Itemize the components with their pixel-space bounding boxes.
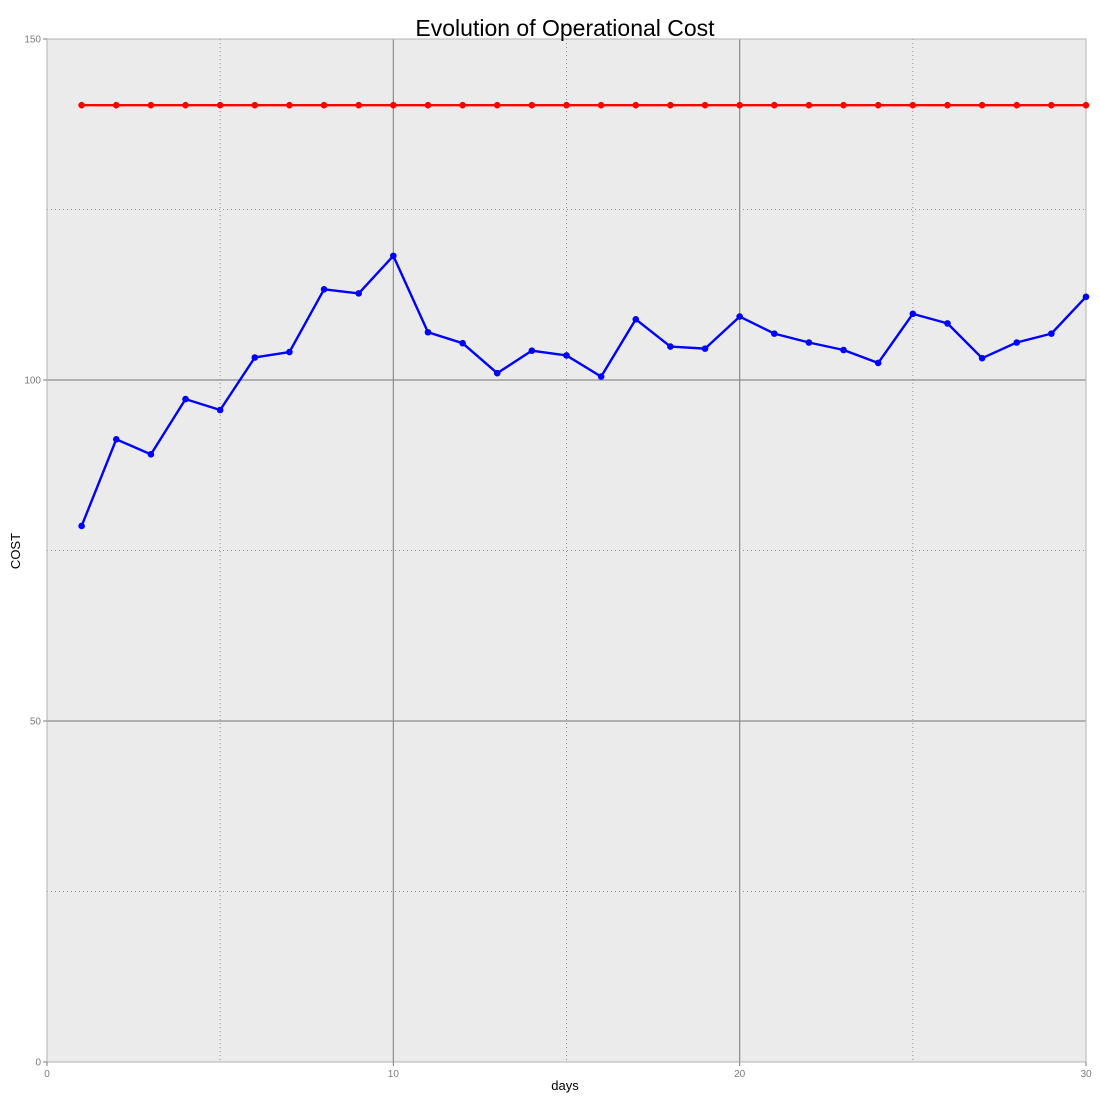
data-point [909,310,917,318]
data-point [874,101,882,109]
data-point [459,339,466,347]
y-axis-title: COST [8,533,23,569]
data-point [286,101,293,109]
y-tick-label: 50 [30,717,42,728]
data-point [355,101,363,109]
data-point [147,101,155,109]
data-point [701,101,709,109]
data-point [978,101,986,109]
minor-grid [47,39,1086,1062]
plot-frame [46,38,1087,1063]
data-point [78,522,85,530]
data-point [424,101,432,109]
data-point [840,101,847,109]
data-point [390,252,397,260]
data-point [944,320,951,327]
y-tick-label: 150 [24,35,41,46]
data-point [632,316,640,323]
x-axis-title: days [551,1078,579,1093]
data-point [286,348,293,356]
data-point [112,436,120,443]
chart-title: Evolution of Operational Cost [415,15,715,41]
data-point [216,101,224,109]
data-point [493,369,501,377]
data-point [805,339,813,346]
data-point [251,101,259,109]
data-point [1082,293,1090,301]
data-point [563,352,570,359]
data-point [528,347,536,354]
y-tick-label: 100 [24,376,41,387]
x-tick-label: 30 [1080,1069,1092,1080]
data-point [320,285,328,293]
data-point [112,101,120,109]
data-point [632,101,640,109]
x-tick-label: 20 [734,1069,746,1080]
data-point [493,101,501,109]
data-point [597,101,605,109]
data-point [424,328,432,336]
data-point [1048,101,1055,109]
data-point [597,373,605,380]
data-point [944,101,951,109]
series-1 [78,101,1090,109]
data-point [390,101,397,109]
data-point [771,101,778,109]
data-point [805,101,813,109]
x-tick-label: 0 [44,1069,50,1080]
data-point [909,101,917,109]
plot-background [47,39,1086,1062]
x-tick-label: 10 [388,1069,400,1080]
data-point [667,343,674,350]
series-line [80,254,1087,527]
data-point [667,101,674,109]
data-point [840,346,847,354]
data-point [1013,339,1021,346]
data-point [563,101,570,109]
data-point [1048,330,1055,337]
data-point [771,330,778,337]
data-point [182,101,189,109]
data-point [1013,101,1021,109]
data-point [1082,101,1090,109]
data-point [147,451,155,458]
data-point [978,354,986,362]
data-point [216,406,224,414]
data-point [874,359,882,367]
data-point [320,101,328,109]
data-point [736,313,743,320]
series-layer [78,101,1090,530]
major-grid [47,39,1086,1062]
data-point [355,290,363,297]
data-point [736,101,743,109]
series-2 [78,252,1090,530]
data-point [701,345,709,352]
data-point [182,395,189,403]
data-point [459,101,466,109]
data-point [528,101,536,109]
y-tick-label: 0 [35,1058,41,1069]
axis-ticks: 0 10 20 30 0 50 100 150 [24,35,1092,1081]
data-point [78,101,85,109]
data-point [251,354,259,361]
